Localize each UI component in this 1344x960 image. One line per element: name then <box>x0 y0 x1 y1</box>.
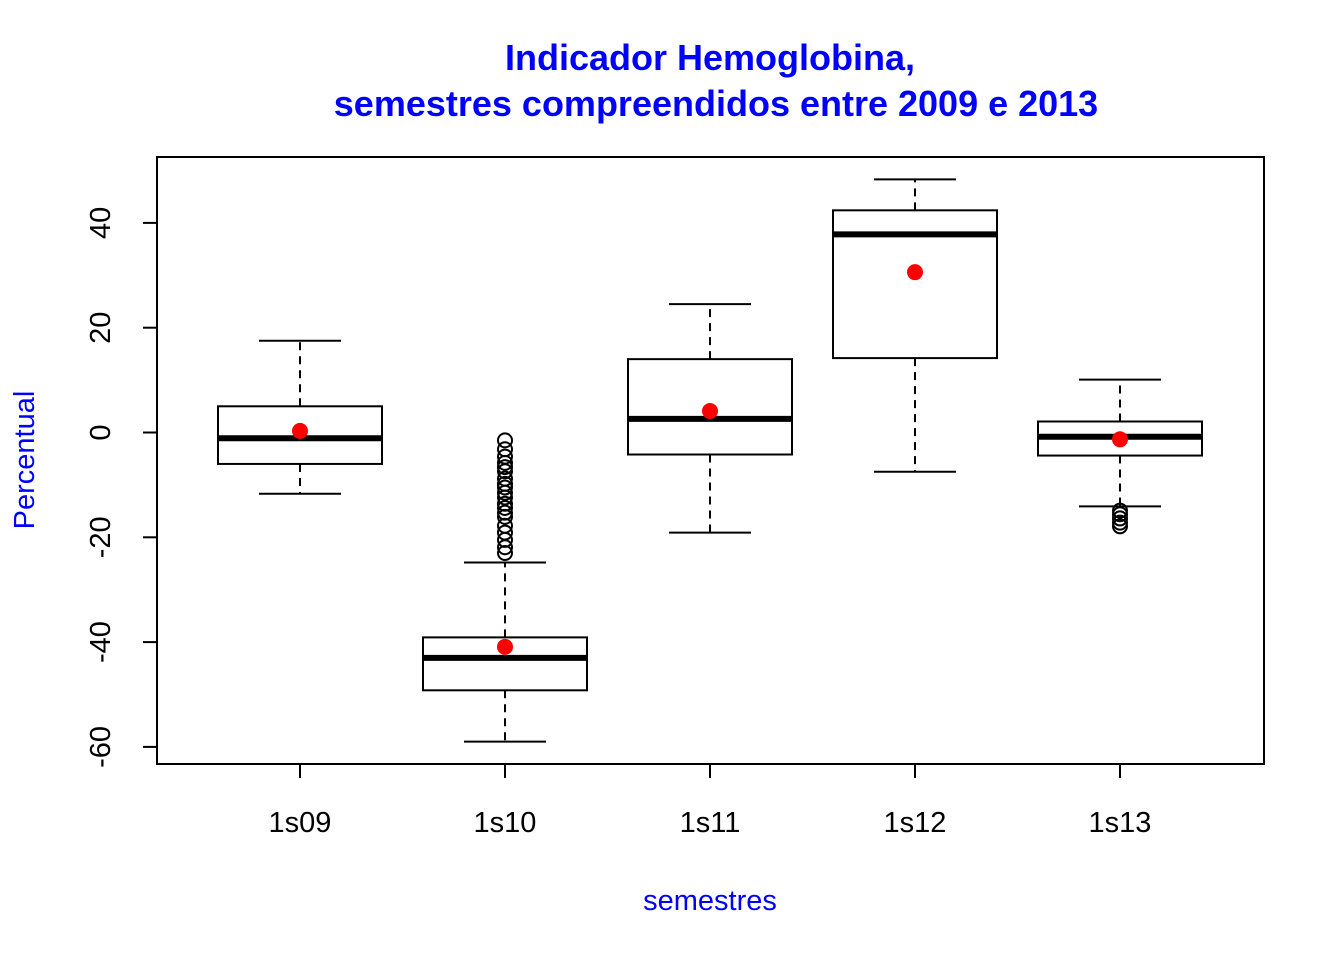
outlier-point <box>1112 518 1128 535</box>
x-tick-label: 1s11 <box>680 807 741 839</box>
outlier-point <box>497 479 513 496</box>
mean-point <box>497 638 513 655</box>
x-tick-label: 1s13 <box>1089 807 1152 839</box>
y-axis-label: Percentual <box>9 391 41 530</box>
mean-point <box>1112 431 1128 448</box>
y-tick-label: -40 <box>85 621 117 663</box>
y-tick-label: -20 <box>85 516 117 558</box>
outlier-point <box>1112 510 1128 527</box>
x-tick-label: 1s12 <box>884 807 947 839</box>
y-tick-label: 40 <box>85 207 117 239</box>
outlier-point <box>497 539 513 556</box>
outlier-point <box>497 463 513 480</box>
outlier-point <box>497 489 513 506</box>
y-tick-label: 20 <box>85 312 117 344</box>
outlier-point <box>497 432 513 449</box>
x-tick-label: 1s10 <box>474 807 537 839</box>
mean-point <box>702 403 718 420</box>
x-tick-label: 1s09 <box>269 807 332 839</box>
outlier-point <box>497 499 513 516</box>
y-tick-label: 0 <box>85 424 117 440</box>
y-tick-label: -60 <box>85 726 117 768</box>
outlier-point <box>1112 506 1128 523</box>
mean-point <box>907 264 923 281</box>
chart-title-line2: semestres compreendidos entre 2009 e 201… <box>334 83 1098 124</box>
chart-marks: -60 -40 -20 0 20 40 1s09 1s10 1s11 1s12 1s13 <box>85 178 1203 839</box>
outlier-point <box>497 459 513 476</box>
outlier-point <box>497 454 513 471</box>
chart-title-line1: Indicador Hemoglobina, <box>505 37 915 78</box>
outlier-point <box>497 484 513 501</box>
x-axis-label: semestres <box>643 885 777 917</box>
outlier-point <box>497 545 513 562</box>
outlier-point <box>497 508 513 525</box>
mean-point <box>292 422 308 439</box>
